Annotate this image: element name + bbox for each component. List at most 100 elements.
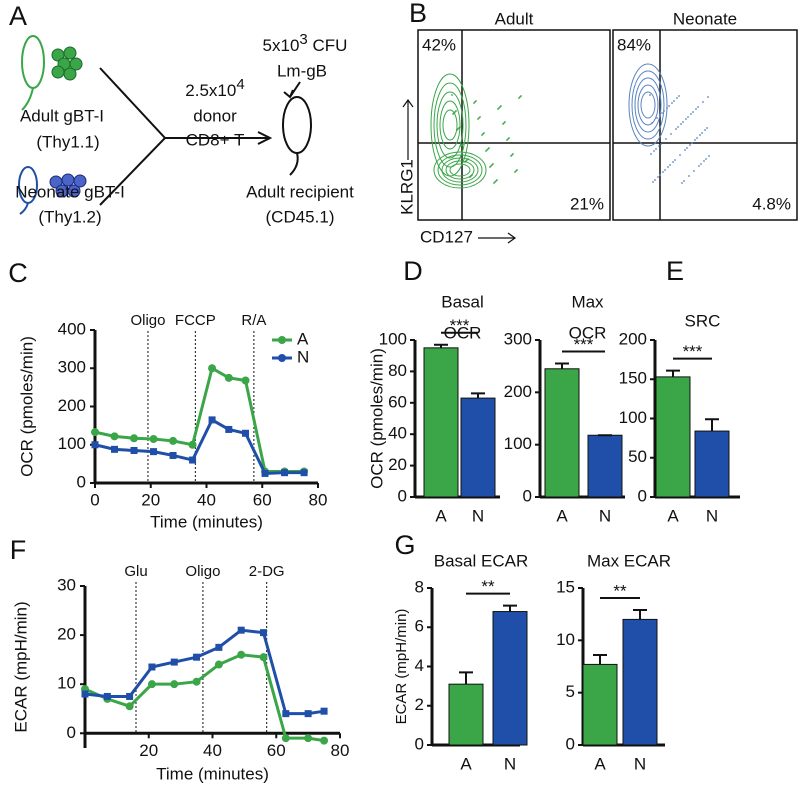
dot [460, 145, 462, 147]
dot [665, 138, 667, 140]
chart-title: OCR [569, 323, 607, 342]
contour [449, 163, 471, 177]
legend-marker [278, 354, 286, 362]
x-tick-label: N [634, 754, 646, 773]
x-axis-label: Time (minutes) [156, 764, 269, 783]
quadrant-percent: 84% [617, 35, 651, 54]
error-bar [503, 604, 517, 612]
dot [667, 166, 669, 168]
y-tick-label: 300 [58, 358, 86, 377]
dot [662, 171, 664, 173]
dot [671, 102, 673, 104]
x-axis-label: Time (minutes) [150, 512, 263, 531]
dot [666, 107, 668, 109]
y-tick-label: 40 [388, 424, 407, 443]
dot [692, 111, 694, 113]
dot [651, 122, 653, 124]
bar [423, 347, 459, 498]
dot [489, 166, 491, 168]
adult-mouse-icon [21, 35, 45, 89]
dot [518, 97, 520, 99]
marker [147, 680, 156, 689]
dot [663, 110, 665, 112]
marker [148, 663, 156, 671]
merge-lines [99, 67, 270, 206]
marker [111, 445, 119, 453]
dot [451, 94, 453, 96]
dot [481, 134, 483, 136]
x-tick-label: A [594, 754, 606, 773]
dot [653, 150, 655, 152]
marker [91, 441, 99, 449]
dot [674, 159, 676, 161]
text-part: 5x10 [263, 36, 300, 55]
marker [242, 429, 250, 437]
dot [657, 176, 659, 178]
y-tick-label: 15 [556, 577, 575, 596]
axis-arrow [478, 232, 517, 244]
marker [170, 680, 179, 689]
y-tick-label: 100 [504, 434, 532, 453]
legend-marker [278, 336, 286, 344]
contour [637, 84, 659, 126]
dot [705, 158, 707, 160]
y-tick-label: 0 [398, 486, 407, 505]
x-tick-label: 40 [197, 490, 216, 509]
dot [493, 182, 495, 184]
y-axis-label: OCR (pmoles/min) [17, 336, 36, 477]
panel-label: E [666, 256, 684, 286]
dot [703, 160, 705, 162]
injection-label: Glu [124, 563, 147, 580]
error-bar [705, 418, 719, 432]
marker [81, 690, 89, 698]
error-bar [459, 671, 473, 685]
significance-label: ** [481, 577, 495, 596]
significance-label: ** [613, 581, 627, 600]
neonate-mouse-tail [19, 202, 29, 215]
marker [103, 692, 111, 700]
bar [492, 611, 528, 746]
neonate-cells [49, 173, 87, 198]
marker [208, 364, 217, 373]
y-tick-label: 0 [523, 486, 532, 505]
marker [125, 702, 134, 711]
marker [214, 660, 223, 669]
marker [241, 376, 250, 385]
contour [433, 82, 467, 168]
significance-label: *** [683, 342, 703, 361]
dot [658, 145, 660, 147]
bar [655, 376, 691, 498]
dot [696, 137, 698, 139]
x-tick-label: N [599, 506, 611, 525]
contour [628, 63, 668, 147]
y-tick-label: 2 [415, 695, 424, 714]
flow-ylabel: KLRG1 [397, 159, 416, 215]
panel-label: G [394, 530, 415, 560]
dot [670, 133, 672, 135]
injection-label: R/A [241, 312, 266, 329]
series-line [84, 628, 325, 716]
chart-title: Basal ECAR [434, 551, 528, 570]
marker [193, 653, 201, 661]
dot [689, 144, 691, 146]
error-bar [633, 608, 647, 620]
marker [130, 446, 138, 454]
x-tick-label: 80 [331, 741, 350, 760]
y-tick-label: 0 [415, 734, 424, 753]
marker [320, 736, 329, 745]
dot [659, 174, 661, 176]
bar [587, 434, 623, 498]
dot [681, 182, 683, 184]
y-tick-label: 10 [556, 630, 575, 649]
flow-plot-frame [612, 29, 798, 221]
dot [464, 161, 466, 163]
y-tick-label: 30 [57, 575, 76, 594]
dot [680, 123, 682, 125]
dot [676, 97, 678, 99]
marker [91, 428, 99, 437]
dot [650, 153, 652, 155]
x-tick-label: 60 [267, 741, 286, 760]
marker [192, 677, 201, 686]
marker [188, 440, 197, 449]
x-tick-label: A [460, 754, 472, 773]
